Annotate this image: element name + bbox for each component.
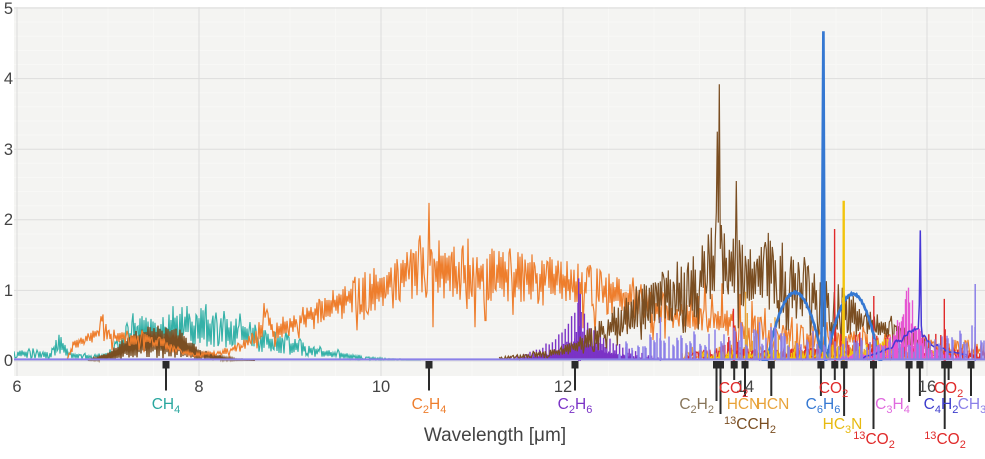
svg-text:10: 10 (372, 378, 390, 396)
svg-text:CH3​: CH3​ (958, 396, 985, 416)
svg-text:13​CCH2​: 13​CCH2​ (724, 415, 776, 436)
svg-text:5: 5 (4, 0, 13, 18)
svg-text:14: 14 (736, 378, 754, 396)
svg-text:HCN: HCN (756, 396, 790, 413)
svg-text:C2​H6​: C2​H6​ (558, 396, 593, 416)
svg-text:6: 6 (12, 378, 21, 396)
svg-text:C2​H4​: C2​H4​ (412, 396, 447, 416)
svg-text:C6​H6​: C6​H6​ (806, 396, 841, 416)
svg-text:2: 2 (4, 211, 13, 229)
svg-text:C3​H4​: C3​H4​ (875, 396, 910, 416)
svg-text:12: 12 (554, 378, 572, 396)
svg-text:3: 3 (4, 141, 13, 159)
svg-text:0: 0 (4, 352, 13, 370)
svg-text:CH4​: CH4​ (152, 396, 181, 416)
svg-text:4: 4 (4, 70, 13, 88)
svg-text:8: 8 (194, 378, 203, 396)
svg-text:Wavelength [μm]: Wavelength [μm] (424, 425, 566, 446)
svg-text:1: 1 (4, 282, 13, 300)
svg-text:HC3​N: HC3​N (823, 416, 863, 436)
svg-text:HCN: HCN (727, 396, 761, 413)
svg-text:C4​H2​: C4​H2​ (924, 396, 959, 416)
svg-text:16: 16 (918, 378, 936, 396)
svg-text:CO2​: CO2​ (819, 380, 848, 400)
svg-text:C2​H2​: C2​H2​ (679, 396, 714, 416)
svg-text:CO2​: CO2​ (719, 380, 748, 400)
svg-text:CO2​: CO2​ (934, 380, 963, 400)
